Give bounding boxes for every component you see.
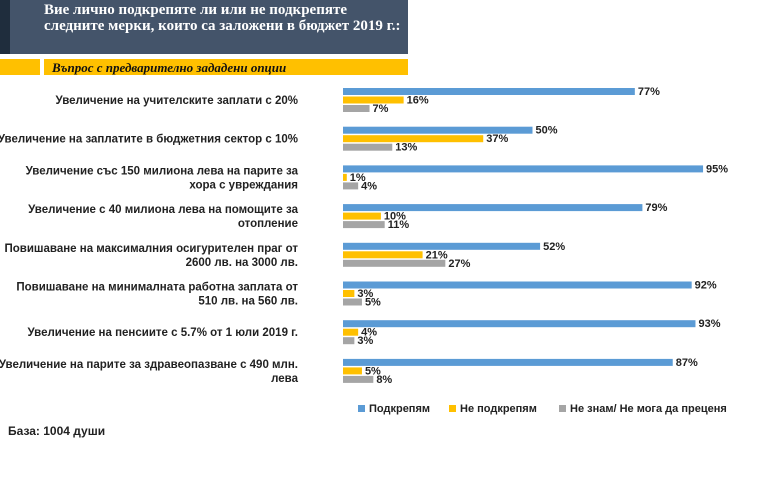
question-subtitle: Въпрос с предварително зададени опции xyxy=(52,60,287,75)
bar-dontknow xyxy=(343,221,385,229)
data-label: 52% xyxy=(543,241,565,253)
header-accent xyxy=(0,0,10,54)
legend-label: Подкрепям xyxy=(369,403,430,415)
data-label: 95% xyxy=(706,163,728,175)
bar-support xyxy=(343,320,696,328)
bar-oppose xyxy=(343,328,359,336)
data-label: 3% xyxy=(357,288,373,300)
category-label: отопление xyxy=(238,218,298,230)
question-title: Вие лично подкрепяте ли или не подкрепят… xyxy=(44,2,401,34)
bar-oppose xyxy=(343,212,381,220)
data-label: 5% xyxy=(365,365,381,377)
data-label: 10% xyxy=(384,211,406,223)
category-label: 510 лв. на 560 лв. xyxy=(198,296,298,308)
bar-oppose xyxy=(343,251,423,259)
data-label: 79% xyxy=(645,202,667,214)
data-label: 50% xyxy=(536,125,558,137)
bar-dontknow xyxy=(343,298,362,306)
data-label: 7% xyxy=(373,103,389,115)
bar-dontknow xyxy=(343,375,374,383)
data-label: 21% xyxy=(426,249,448,261)
subtitle-accent xyxy=(0,59,40,75)
data-label: 37% xyxy=(486,133,508,145)
category-label: 2600 лв. на 3000 лв. xyxy=(186,257,298,269)
bar-support xyxy=(343,204,643,212)
base-note: База: 1004 души xyxy=(8,424,106,438)
bar-support xyxy=(343,281,692,289)
data-label: 1% xyxy=(350,172,366,184)
category-label: Увеличение на учителските заплати с 20% xyxy=(56,95,299,107)
data-label: 4% xyxy=(361,327,377,339)
category-label: Увеличение на заплатите в бюджетния сект… xyxy=(0,134,298,146)
bar-dontknow xyxy=(343,337,355,345)
category-label: Повишаване на максималния осигурителен п… xyxy=(4,243,298,255)
data-label: 77% xyxy=(638,86,660,98)
data-label: 16% xyxy=(407,95,429,107)
category-label: Увеличение на пенсиите с 5.7% от 1 юли 2… xyxy=(27,327,298,339)
data-label: 13% xyxy=(395,142,417,154)
data-label: 3% xyxy=(357,335,373,347)
bar-oppose xyxy=(343,290,355,297)
bar-oppose xyxy=(343,367,362,375)
data-label: 87% xyxy=(676,357,698,369)
bar-oppose xyxy=(343,135,484,143)
data-label: 11% xyxy=(388,219,410,231)
bar-dontknow xyxy=(343,105,370,112)
bar-support xyxy=(343,126,533,134)
subtitle-bar: Въпрос с предварително зададени опции xyxy=(44,59,408,75)
bar-support xyxy=(343,88,635,95)
category-label: Увеличение на парите за здравеопазване с… xyxy=(0,359,298,371)
data-label: 93% xyxy=(698,318,720,330)
legend-swatch xyxy=(449,405,456,412)
category-label: Повишаване на минималната работна заплат… xyxy=(16,282,298,294)
category-label: хора с увреждания xyxy=(189,179,298,191)
question-header: Вие лично подкрепяте ли или не подкрепят… xyxy=(0,0,408,54)
data-label: 92% xyxy=(695,280,717,292)
data-label: 8% xyxy=(376,374,392,386)
category-label: Увеличение със 150 милиона лева на парит… xyxy=(26,165,299,177)
bar-support xyxy=(343,165,704,173)
bar-support xyxy=(343,358,673,366)
category-label: Увеличение с 40 милиона лева на помощите… xyxy=(28,204,299,216)
bar-dontknow xyxy=(343,143,393,151)
bar-support xyxy=(343,242,541,250)
legend-swatch xyxy=(559,405,566,412)
bar-dontknow xyxy=(343,259,446,267)
data-label: 5% xyxy=(365,297,381,309)
data-label: 4% xyxy=(361,180,377,192)
legend-swatch xyxy=(358,405,365,412)
bar-oppose xyxy=(343,96,404,104)
legend-label: Не знам/ Не мога да преценя xyxy=(570,403,727,415)
legend-label: Не подкрепям xyxy=(460,403,537,415)
bar-dontknow xyxy=(343,182,359,190)
data-label: 27% xyxy=(448,258,470,270)
bar-oppose xyxy=(343,173,347,181)
category-label: лева xyxy=(271,373,298,385)
